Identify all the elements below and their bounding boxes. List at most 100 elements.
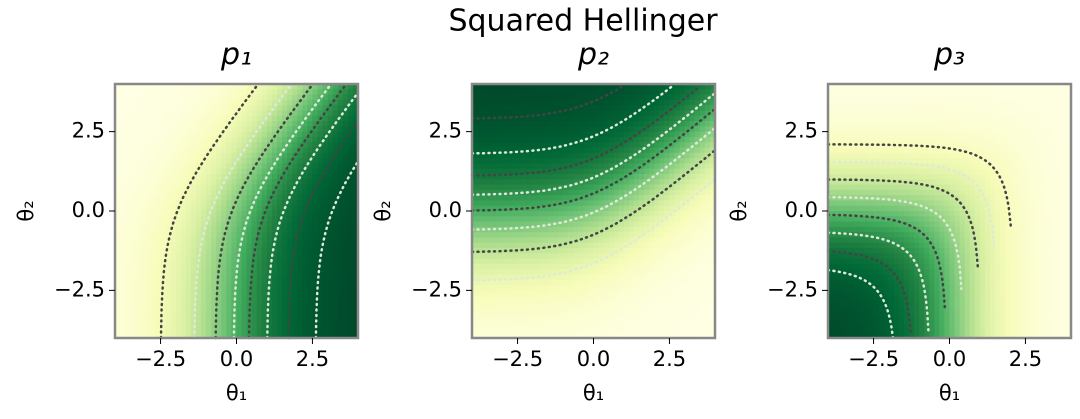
heatmap-cell [487,285,493,291]
heatmap-cell [578,206,584,212]
heatmap-cell [858,312,864,318]
heatmap-cell [533,132,539,138]
heatmap-cell [563,301,569,307]
heatmap-cell [853,95,859,101]
heatmap-cell [518,158,524,164]
heatmap-cell [176,259,182,265]
heatmap-cell [130,301,136,307]
heatmap-cell [518,105,524,111]
heatmap-cell [513,200,519,206]
heatmap-cell [312,174,318,180]
heatmap-cell [237,89,243,95]
heatmap-cell [654,327,660,333]
heatmap-cell [196,317,202,323]
heatmap-cell [659,142,665,148]
heatmap-cell [125,327,131,333]
heatmap-cell [543,327,549,333]
heatmap-cell [518,232,524,238]
heatmap-cell [135,142,141,148]
heatmap-cell [231,105,237,111]
heatmap-cell [669,306,675,312]
heatmap-cell [267,132,273,138]
heatmap-cell [568,243,574,249]
heatmap-cell [206,275,212,281]
heatmap-cell [292,222,298,228]
heatmap-cell [125,89,131,95]
heatmap-cell [277,290,283,296]
heatmap-cell [312,237,318,243]
heatmap-cell [206,190,212,196]
heatmap-cell [302,253,308,259]
heatmap-cell [594,237,600,243]
heatmap-cell [150,222,156,228]
heatmap-cell [242,296,248,302]
heatmap-cell [685,100,691,106]
heatmap-cell [171,195,177,201]
heatmap-cell [599,232,605,238]
heatmap-cell [171,116,177,122]
heatmap-cell [838,280,844,286]
heatmap-cell [614,132,620,138]
heatmap-cell [680,190,686,196]
heatmap-cell [685,142,691,148]
heatmap-cell [477,105,483,111]
heatmap-cell [216,110,222,116]
heatmap-cell [297,312,303,318]
heatmap-cell [257,169,263,175]
heatmap-cell [145,132,151,138]
heatmap-cell [533,153,539,159]
heatmap-cell [348,179,354,185]
heatmap-cell [482,110,488,116]
heatmap-cell [594,179,600,185]
heatmap-cell [477,185,483,191]
heatmap-cell [523,95,529,101]
heatmap-cell [858,148,864,154]
heatmap-cell [659,153,665,159]
heatmap-cell [323,253,329,259]
heatmap-cell [634,264,640,270]
heatmap-cell [629,142,635,148]
heatmap-cell [533,322,539,328]
heatmap-cell [135,148,141,154]
heatmap-cell [156,216,162,222]
heatmap-cell [833,222,839,228]
heatmap-cell [176,158,182,164]
heatmap-cell [211,158,217,164]
heatmap-cell [563,132,569,138]
heatmap-cell [328,253,334,259]
heatmap-cell [282,216,288,222]
heatmap-cell [700,200,706,206]
heatmap-cell [318,216,324,222]
y-tick-label: −2.5 [411,277,462,301]
heatmap-cell [705,253,711,259]
heatmap-cell [838,137,844,143]
heatmap-cell [196,322,202,328]
heatmap-cell [553,227,559,233]
heatmap-cell [257,148,263,154]
heatmap-cell [262,301,268,307]
heatmap-cell [196,296,202,302]
heatmap-cell [558,89,564,95]
heatmap-cell [272,317,278,323]
heatmap-cell [267,211,273,217]
heatmap-cell [206,290,212,296]
heatmap-cell [328,200,334,206]
heatmap-cell [307,185,313,191]
heatmap-cell [685,296,691,302]
heatmap-cell [664,153,670,159]
heatmap-cell [125,290,131,296]
heatmap-cell [599,142,605,148]
heatmap-cell [150,269,156,275]
heatmap-cell [573,110,579,116]
heatmap-cell [619,285,625,291]
heatmap-cell [125,195,131,201]
heatmap-cell [297,306,303,312]
heatmap-cell [513,306,519,312]
heatmap-cell [312,216,318,222]
heatmap-cell [588,285,594,291]
heatmap-cell [196,327,202,333]
heatmap-cell [568,296,574,302]
heatmap-cell [297,285,303,291]
heatmap-cell [211,132,217,138]
heatmap-cell [685,317,691,323]
